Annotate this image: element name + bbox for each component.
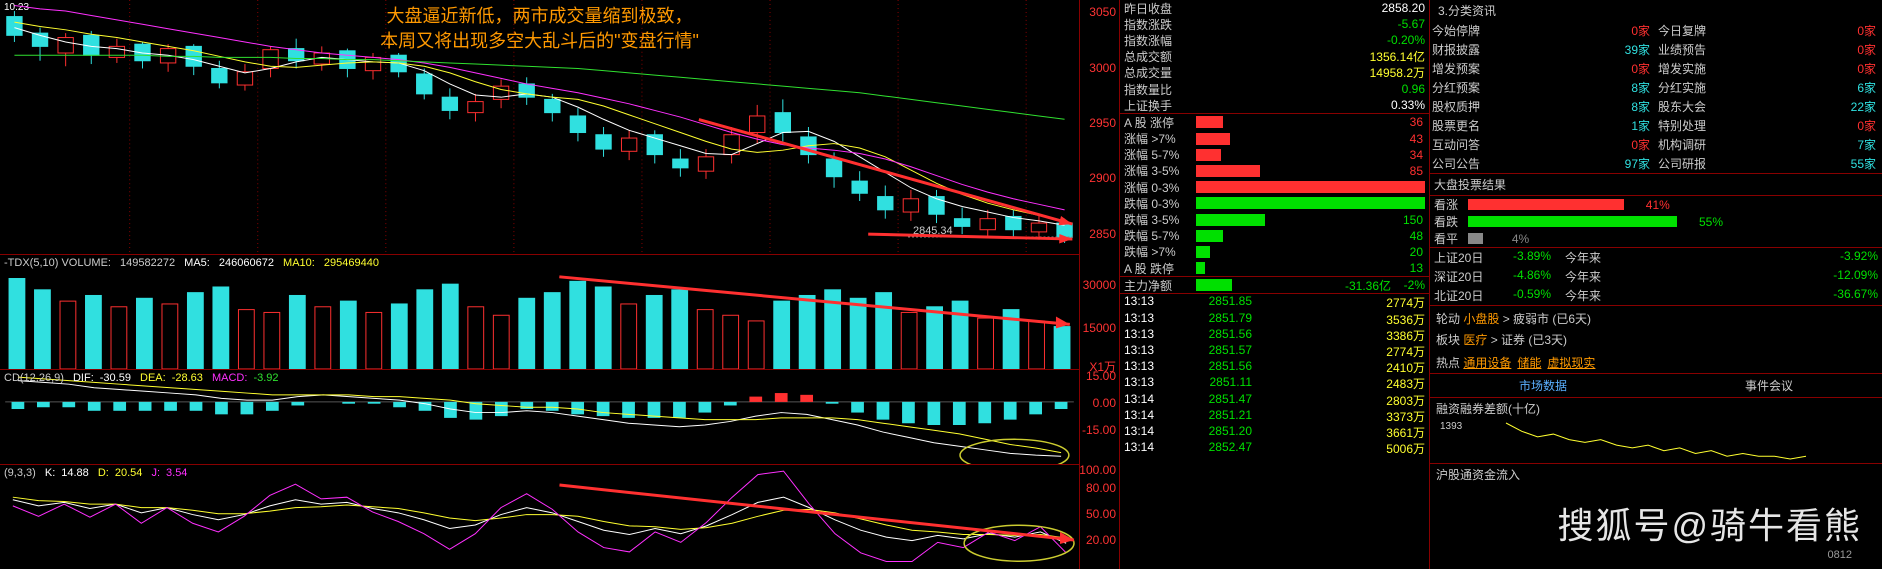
hot-tag[interactable]: 储能 bbox=[1517, 356, 1541, 370]
stat-cell[interactable]: 股票更名1家 bbox=[1430, 116, 1656, 135]
summary-row: 指数涨跌-5.67 bbox=[1120, 16, 1429, 32]
summary-row: 指数量比0.96 bbox=[1120, 81, 1429, 97]
poll-row: 看平4% bbox=[1430, 230, 1882, 247]
stat-cell[interactable]: 股东大会22家 bbox=[1656, 97, 1882, 116]
kdj-pane[interactable]: (9,3,3) K:14.88 D:20.54 J:3.54 bbox=[0, 465, 1079, 565]
announcement-grid: 今始停牌0家今日复牌0家财报披露39家业绩预告0家增发预案0家增发实施0家分红预… bbox=[1430, 21, 1882, 173]
tick-row: 13:132851.563386万 bbox=[1120, 327, 1429, 343]
price-axis-column: 305030002950290028503000015000X1万15.000.… bbox=[1080, 0, 1120, 569]
index-pct-row: 北证20日-0.59%今年来-36.67% bbox=[1430, 286, 1882, 305]
watermark-sub: 0812 bbox=[1828, 549, 1852, 561]
tick-row: 13:142851.472803万 bbox=[1120, 392, 1429, 408]
info-column: 3.分类资讯 今始停牌0家今日复牌0家财报披露39家业绩预告0家增发预案0家增发… bbox=[1430, 0, 1882, 569]
rotation-rows: 轮动 小盘股 > 疲弱市 (已6天)板块 医疗 > 证券 (已3天) bbox=[1430, 305, 1882, 352]
range-row: 涨幅 0-3%2231 bbox=[1120, 179, 1429, 195]
tick-row: 13:142851.203661万 bbox=[1120, 424, 1429, 440]
index-pct-grid: 上证20日-3.89%今年来-3.92%深证20日-4.86%今年来-12.09… bbox=[1430, 247, 1882, 305]
stat-cell[interactable]: 增发实施0家 bbox=[1656, 59, 1882, 78]
stat-cell[interactable]: 互动问答0家 bbox=[1430, 135, 1656, 154]
netflow-row: 主力净额-31.36亿-2% bbox=[1120, 277, 1429, 293]
range-row: 跌幅 3-5%150 bbox=[1120, 211, 1429, 227]
hot-topics[interactable]: 热点 通用设备储能虚拟现实 bbox=[1430, 352, 1882, 373]
stat-cell[interactable]: 公司研报55家 bbox=[1656, 154, 1882, 173]
tab-market-data[interactable]: 市场数据 bbox=[1430, 374, 1656, 397]
stat-cell[interactable]: 股权质押8家 bbox=[1430, 97, 1656, 116]
stat-cell[interactable]: 机构调研7家 bbox=[1656, 135, 1882, 154]
stat-cell[interactable]: 增发预案0家 bbox=[1430, 59, 1656, 78]
stat-cell[interactable]: 今日复牌0家 bbox=[1656, 21, 1882, 40]
hot-tag[interactable]: 虚拟现实 bbox=[1547, 356, 1595, 370]
hgt-label: 沪股通资金流入 bbox=[1430, 463, 1882, 485]
spark-chart: 1393 bbox=[1434, 421, 1878, 461]
quote-column: 昨日收盘2858.20指数涨跌-5.67指数涨幅-0.20%总成交额1356.1… bbox=[1120, 0, 1430, 569]
range-row: 涨幅 3-5%85 bbox=[1120, 163, 1429, 179]
stat-cell[interactable]: 财报披露39家 bbox=[1430, 40, 1656, 59]
stat-cell[interactable]: 业绩预告0家 bbox=[1656, 40, 1882, 59]
tick-row: 13:132851.793536万 bbox=[1120, 311, 1429, 327]
macd-chart bbox=[0, 370, 1079, 464]
range-distribution: A 股 涨停36涨幅 >7%43涨幅 5-7%34涨幅 3-5%85涨幅 0-3… bbox=[1120, 113, 1429, 276]
range-row: 跌幅 5-7%48 bbox=[1120, 228, 1429, 244]
tick-row: 13:132851.112483万 bbox=[1120, 375, 1429, 391]
info-tabs[interactable]: 市场数据 事件会议 bbox=[1430, 373, 1882, 398]
volume-title: -TDX(5,10) VOLUME: 149582272 MA5: 246060… bbox=[4, 257, 385, 269]
tick-stream[interactable]: 13:132851.852774万13:132851.793536万13:132… bbox=[1120, 294, 1429, 456]
range-row: 跌幅 >7%20 bbox=[1120, 244, 1429, 260]
kline-pane[interactable]: 大盘逼近新低，两市成交量缩到极致， 本周又将出现多空大乱斗后的"变盘行情" 10… bbox=[0, 0, 1079, 255]
tick-row: 13:142851.213373万 bbox=[1120, 408, 1429, 424]
kline-chart: 2845.34 bbox=[0, 0, 1079, 254]
classification-link[interactable]: 3.分类资讯 bbox=[1430, 0, 1882, 21]
index-pct-row: 深证20日-4.86%今年来-12.09% bbox=[1430, 267, 1882, 286]
index-pct-row: 上证20日-3.89%今年来-3.92% bbox=[1430, 248, 1882, 267]
range-row: A 股 跌停13 bbox=[1120, 260, 1429, 276]
tab-events[interactable]: 事件会议 bbox=[1656, 374, 1882, 397]
range-row: 涨幅 5-7%34 bbox=[1120, 147, 1429, 163]
poll-header: 大盘投票结果 bbox=[1430, 173, 1882, 196]
stat-cell[interactable]: 分红实施6家 bbox=[1656, 78, 1882, 97]
range-row: 跌幅 0-3%2367 bbox=[1120, 195, 1429, 211]
summary-row: 总成交额1356.14亿 bbox=[1120, 49, 1429, 65]
summary-rows: 昨日收盘2858.20指数涨跌-5.67指数涨幅-0.20%总成交额1356.1… bbox=[1120, 0, 1429, 113]
stat-cell[interactable]: 特别处理0家 bbox=[1656, 116, 1882, 135]
volume-pane[interactable]: -TDX(5,10) VOLUME: 149582272 MA5: 246060… bbox=[0, 255, 1079, 370]
rotation-row: 板块 医疗 > 证券 (已3天) bbox=[1430, 329, 1882, 350]
range-row: A 股 涨停36 bbox=[1120, 114, 1429, 130]
chart-column: 大盘逼近新低，两市成交量缩到极致， 本周又将出现多空大乱斗后的"变盘行情" 10… bbox=[0, 0, 1080, 569]
summary-row: 昨日收盘2858.20 bbox=[1120, 0, 1429, 16]
kdj-chart bbox=[0, 465, 1079, 565]
poll-rows: 看涨41%看跌55%看平4% bbox=[1430, 196, 1882, 247]
macd-pane[interactable]: CD(12,26,9) DIF:-30.59 DEA:-28.63 MACD:-… bbox=[0, 370, 1079, 465]
macd-title: CD(12,26,9) DIF:-30.59 DEA:-28.63 MACD:-… bbox=[4, 372, 285, 384]
tick-row: 13:132851.572774万 bbox=[1120, 343, 1429, 359]
stat-cell[interactable]: 分红预案8家 bbox=[1430, 78, 1656, 97]
poll-row: 看跌55% bbox=[1430, 213, 1882, 230]
kdj-title: (9,3,3) K:14.88 D:20.54 J:3.54 bbox=[4, 467, 193, 479]
summary-row: 上证换手0.33% bbox=[1120, 97, 1429, 113]
tick-row: 13:142852.475006万 bbox=[1120, 440, 1429, 456]
poll-row: 看涨41% bbox=[1430, 196, 1882, 213]
stat-cell[interactable]: 公司公告97家 bbox=[1430, 154, 1656, 173]
summary-row: 总成交量14958.2万 bbox=[1120, 65, 1429, 81]
hot-tag[interactable]: 通用设备 bbox=[1463, 356, 1511, 370]
main-netflow: 主力净额-31.36亿-2% bbox=[1120, 276, 1429, 294]
spark-label: 融资融券差额(十亿) bbox=[1430, 398, 1882, 419]
range-row: 涨幅 >7%43 bbox=[1120, 131, 1429, 147]
tick-row: 13:132851.562410万 bbox=[1120, 359, 1429, 375]
summary-row: 指数涨幅-0.20% bbox=[1120, 32, 1429, 48]
rotation-row: 轮动 小盘股 > 疲弱市 (已6天) bbox=[1430, 308, 1882, 329]
stat-cell[interactable]: 今始停牌0家 bbox=[1430, 21, 1656, 40]
tick-row: 13:132851.852774万 bbox=[1120, 294, 1429, 310]
volume-chart bbox=[0, 255, 1079, 369]
